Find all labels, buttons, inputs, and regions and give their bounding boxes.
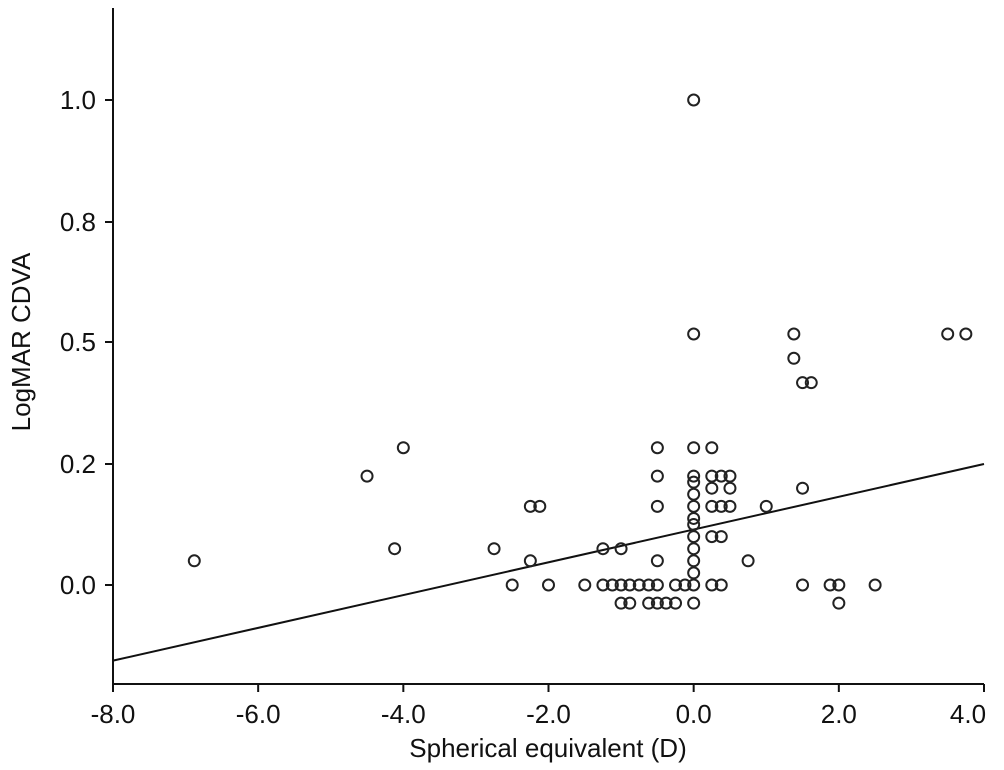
fit-line-group <box>112 463 985 662</box>
data-point <box>705 499 719 513</box>
y-tick-label: 0.5 <box>60 327 96 357</box>
data-point <box>542 578 555 592</box>
data-point <box>669 596 683 610</box>
data-point <box>723 481 737 495</box>
data-point <box>741 554 755 568</box>
x-tick-label: -2.0 <box>526 699 571 729</box>
y-ticks: 0.0 0.2 0.5 0.8 1.0 <box>60 85 113 600</box>
data-point <box>687 566 701 580</box>
data-point <box>823 578 837 592</box>
data-point <box>533 499 547 513</box>
y-axis-title: LogMAR CDVA <box>6 252 36 431</box>
x-tick-label: -6.0 <box>236 699 281 729</box>
data-point <box>759 499 773 513</box>
data-point <box>687 487 701 501</box>
data-point <box>796 481 810 495</box>
y-tick-label: 1.0 <box>60 85 96 115</box>
regression-line <box>112 463 985 662</box>
data-point <box>623 578 637 592</box>
data-point <box>723 499 737 513</box>
data-point <box>804 376 818 390</box>
data-point <box>187 554 201 568</box>
data-point <box>687 469 701 483</box>
data-point <box>487 542 501 556</box>
data-point <box>578 578 592 592</box>
data-point <box>596 542 610 556</box>
data-point <box>650 596 664 610</box>
data-point <box>687 596 701 610</box>
data-point <box>687 542 701 556</box>
data-point <box>705 481 719 495</box>
data-point <box>632 578 646 592</box>
data-point <box>868 578 882 592</box>
data-point <box>687 511 701 525</box>
data-point <box>678 578 692 592</box>
data-point <box>705 441 719 455</box>
data-point <box>388 542 402 556</box>
data-point <box>659 596 673 610</box>
data-point <box>505 578 519 592</box>
data-point <box>687 518 701 531</box>
x-tick-label: 0.0 <box>676 699 712 729</box>
data-point <box>650 499 664 513</box>
data-point <box>787 327 801 341</box>
data-point <box>614 542 628 556</box>
data-point <box>687 499 701 513</box>
y-tick-label: 0.8 <box>60 207 96 237</box>
data-point <box>687 530 701 544</box>
data-point <box>714 469 728 483</box>
data-point <box>605 578 619 592</box>
x-axis-title: Spherical equivalent (D) <box>409 733 686 763</box>
data-point <box>523 554 537 568</box>
data-point <box>832 596 846 610</box>
data-point <box>705 578 719 592</box>
data-point <box>687 327 701 341</box>
data-point <box>614 596 628 610</box>
data-point <box>523 499 537 513</box>
y-tick-label: 0.0 <box>60 570 96 600</box>
data-point <box>642 578 656 592</box>
data-point <box>596 578 610 592</box>
x-ticks: -8.0 -6.0 -4.0 -2.0 0.0 2.0 4.0 <box>91 684 986 729</box>
data-point <box>687 441 701 455</box>
x-tick-label: 4.0 <box>950 699 986 729</box>
data-point <box>796 578 810 592</box>
y-tick-label: 0.2 <box>60 449 96 479</box>
data-point <box>714 530 728 544</box>
data-point <box>687 475 701 489</box>
data-point <box>687 93 701 107</box>
data-point <box>650 469 664 483</box>
data-point <box>360 469 374 483</box>
data-point <box>396 441 410 455</box>
data-point <box>642 596 656 610</box>
data-point <box>723 469 737 483</box>
data-point <box>669 578 683 592</box>
data-point <box>623 596 637 610</box>
data-point <box>687 554 701 568</box>
data-point <box>787 351 801 365</box>
data-point <box>650 578 664 592</box>
x-tick-label: -4.0 <box>381 699 426 729</box>
x-tick-label: 2.0 <box>821 699 857 729</box>
data-point <box>941 327 955 341</box>
data-points <box>187 93 973 610</box>
data-point <box>959 327 973 341</box>
x-tick-label: -8.0 <box>91 699 136 729</box>
data-point <box>705 469 719 483</box>
data-point <box>650 554 664 568</box>
data-point <box>614 578 628 592</box>
data-point <box>714 578 728 592</box>
data-point <box>832 578 846 592</box>
data-point <box>796 376 810 390</box>
data-point <box>650 441 664 455</box>
data-point <box>714 499 728 513</box>
data-point <box>687 578 701 592</box>
data-point <box>705 530 719 544</box>
